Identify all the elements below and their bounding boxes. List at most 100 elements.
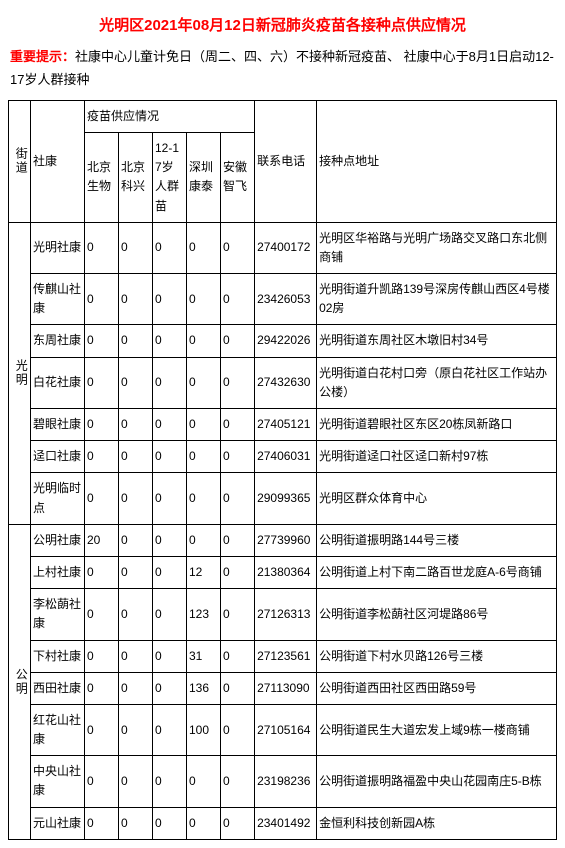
table-row: 李松蓢社康000123027126313公明街道李松蓢社区河堤路86号: [9, 589, 557, 640]
table-row: 西田社康000136027113090公明街道西田社区西田路59号: [9, 672, 557, 704]
address-cell: 公明街道西田社区西田路59号: [317, 672, 557, 704]
notice-text: 社康中心儿童计免日（周二、四、六）不接种新冠疫苗、 社康中心于8月1日启动12-…: [10, 49, 554, 87]
center-cell: 西田社康: [31, 672, 85, 704]
table-row: 传麒山社康0000023426053光明街道升凯路139号深房传麒山西区4号楼0…: [9, 274, 557, 325]
v4-cell: 136: [187, 672, 221, 704]
street-cell: 光明: [9, 222, 31, 524]
center-cell: 中央山社康: [31, 756, 85, 807]
address-cell: 光明街道碧眼社区东区20栋凤新路口: [317, 409, 557, 441]
v3-cell: 0: [153, 756, 187, 807]
page-title: 光明区2021年08月12日新冠肺炎疫苗各接种点供应情况: [8, 8, 557, 41]
v5-cell: 0: [221, 556, 255, 588]
header-center: 社康: [31, 100, 85, 222]
v2-cell: 0: [119, 704, 153, 755]
v2-cell: 0: [119, 640, 153, 672]
header-address: 接种点地址: [317, 100, 557, 222]
v2-cell: 0: [119, 672, 153, 704]
table-row: 迳口社康0000027406031光明街道迳口社区迳口新村97栋: [9, 441, 557, 473]
v1-cell: 0: [85, 556, 119, 588]
center-cell: 碧眼社康: [31, 409, 85, 441]
v4-cell: 0: [187, 357, 221, 408]
v5-cell: 0: [221, 589, 255, 640]
phone-cell: 27113090: [255, 672, 317, 704]
v3-cell: 0: [153, 807, 187, 839]
address-cell: 金恒利科技创新园A栋: [317, 807, 557, 839]
phone-cell: 27406031: [255, 441, 317, 473]
v1-cell: 20: [85, 524, 119, 556]
v4-cell: 0: [187, 807, 221, 839]
v5-cell: 0: [221, 473, 255, 524]
v3-cell: 0: [153, 640, 187, 672]
header-v2: 北京科兴: [119, 132, 153, 222]
v2-cell: 0: [119, 756, 153, 807]
v4-cell: 0: [187, 409, 221, 441]
phone-cell: 27400172: [255, 222, 317, 273]
address-cell: 光明街道东周社区木墩旧村34号: [317, 325, 557, 357]
v1-cell: 0: [85, 409, 119, 441]
v2-cell: 0: [119, 473, 153, 524]
v2-cell: 0: [119, 807, 153, 839]
v1-cell: 0: [85, 807, 119, 839]
table-header: 街道 社康 疫苗供应情况 联系电话 接种点地址 北京生物 北京科兴 12-17岁…: [9, 100, 557, 222]
v4-cell: 0: [187, 274, 221, 325]
address-cell: 光明区华裕路与光明广场路交叉路口东北侧商铺: [317, 222, 557, 273]
v5-cell: 0: [221, 222, 255, 273]
center-cell: 李松蓢社康: [31, 589, 85, 640]
table-row: 下村社康00031027123561公明街道下村水贝路126号三楼: [9, 640, 557, 672]
phone-cell: 29422026: [255, 325, 317, 357]
v2-cell: 0: [119, 556, 153, 588]
center-cell: 迳口社康: [31, 441, 85, 473]
v5-cell: 0: [221, 640, 255, 672]
header-street: 街道: [9, 100, 31, 222]
header-v4: 深圳康泰: [187, 132, 221, 222]
v4-cell: 100: [187, 704, 221, 755]
center-cell: 下村社康: [31, 640, 85, 672]
v2-cell: 0: [119, 222, 153, 273]
v1-cell: 0: [85, 756, 119, 807]
v3-cell: 0: [153, 589, 187, 640]
v3-cell: 0: [153, 672, 187, 704]
address-cell: 公明街道上村下南二路百世龙庭A-6号商铺: [317, 556, 557, 588]
center-cell: 上村社康: [31, 556, 85, 588]
address-cell: 光明区群众体育中心: [317, 473, 557, 524]
header-v3: 12-17岁人群苗: [153, 132, 187, 222]
v2-cell: 0: [119, 325, 153, 357]
v5-cell: 0: [221, 807, 255, 839]
v4-cell: 0: [187, 441, 221, 473]
v3-cell: 0: [153, 524, 187, 556]
address-cell: 光明街道升凯路139号深房传麒山西区4号楼02房: [317, 274, 557, 325]
table-body: 光明光明社康0000027400172光明区华裕路与光明广场路交叉路口东北侧商铺…: [9, 222, 557, 839]
v2-cell: 0: [119, 441, 153, 473]
v5-cell: 0: [221, 756, 255, 807]
header-v1: 北京生物: [85, 132, 119, 222]
v1-cell: 0: [85, 357, 119, 408]
v3-cell: 0: [153, 409, 187, 441]
street-cell: 公明: [9, 524, 31, 839]
notice-label: 重要提示：: [10, 49, 75, 64]
phone-cell: 27405121: [255, 409, 317, 441]
phone-cell: 21380364: [255, 556, 317, 588]
table-row: 白花社康0000027432630光明街道白花村口旁（原白花社区工作站办公楼）: [9, 357, 557, 408]
center-cell: 光明临时点: [31, 473, 85, 524]
v2-cell: 0: [119, 409, 153, 441]
center-cell: 红花山社康: [31, 704, 85, 755]
notice: 重要提示：社康中心儿童计免日（周二、四、六）不接种新冠疫苗、 社康中心于8月1日…: [8, 41, 557, 100]
v1-cell: 0: [85, 589, 119, 640]
v3-cell: 0: [153, 357, 187, 408]
v3-cell: 0: [153, 274, 187, 325]
v4-cell: 0: [187, 222, 221, 273]
v2-cell: 0: [119, 589, 153, 640]
phone-cell: 27126313: [255, 589, 317, 640]
center-cell: 光明社康: [31, 222, 85, 273]
phone-cell: 23401492: [255, 807, 317, 839]
phone-cell: 27432630: [255, 357, 317, 408]
center-cell: 东周社康: [31, 325, 85, 357]
table-row: 公明公明社康20000027739960公明街道振明路144号三楼: [9, 524, 557, 556]
center-cell: 公明社康: [31, 524, 85, 556]
phone-cell: 27123561: [255, 640, 317, 672]
v3-cell: 0: [153, 473, 187, 524]
v1-cell: 0: [85, 274, 119, 325]
phone-cell: 27739960: [255, 524, 317, 556]
table-row: 元山社康0000023401492金恒利科技创新园A栋: [9, 807, 557, 839]
header-v5: 安徽智飞: [221, 132, 255, 222]
